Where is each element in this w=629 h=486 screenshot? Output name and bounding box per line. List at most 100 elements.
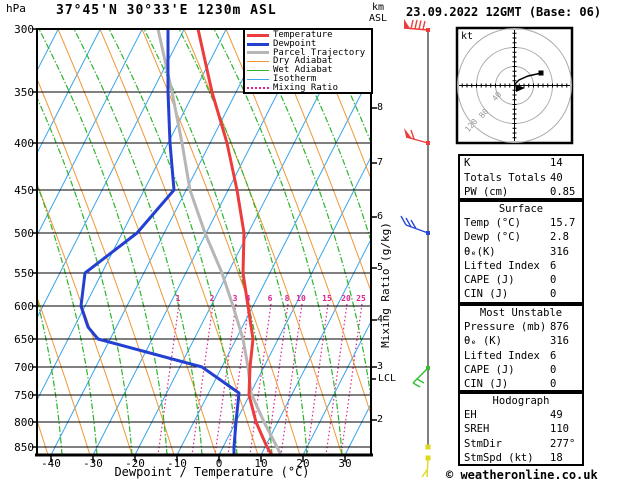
storm-motion-arrow — [515, 84, 525, 92]
table-row: CIN (J) 0 — [460, 377, 582, 391]
table-row: θₑ (K) 316 — [460, 334, 582, 348]
temperature-tick-label: 20 — [296, 457, 310, 470]
temperature-tick-label: -30 — [83, 457, 103, 470]
km-tick-label: 4 — [376, 314, 384, 325]
legend-row: Dewpoint — [247, 38, 371, 49]
row-label: Lifted Index — [464, 259, 540, 272]
legend-label: Temperature — [273, 30, 333, 40]
row-label: Temp (°C) — [464, 217, 521, 230]
surface-table: Surface Temp (°C) 15.7 Dewp (°C) 2.8 θₑ(K)… — [458, 200, 584, 304]
legend-row: Isotherm — [247, 75, 371, 84]
mixing-ratio-axis-caption: Mixing Ratio (g/kg) — [378, 222, 392, 348]
table-row: Temp (°C) 15.7 — [460, 216, 582, 230]
wind-barb-flag4 — [403, 19, 430, 32]
row-value: 18 — [550, 451, 563, 464]
pressure-tick-label: 700 — [14, 361, 34, 374]
row-label: EH — [464, 409, 477, 422]
row-label: SREH — [464, 423, 490, 436]
pressure-tick-label: 400 — [14, 137, 34, 150]
pressure-tick-label: 450 — [14, 184, 34, 197]
row-value: 0 — [550, 363, 557, 376]
temperature-tick-label: 10 — [254, 457, 268, 470]
pressure-tick-label: 500 — [14, 227, 34, 240]
dry-adiabat-swatch — [247, 61, 269, 63]
pressure-tick-label: 800 — [14, 416, 34, 429]
row-label: Dewp (°C) — [464, 231, 521, 244]
run-date-label: 23.09.2022 12GMT (Base: 06) — [406, 5, 602, 19]
hodograph-unit-label: kt — [461, 31, 474, 42]
row-value: 6 — [550, 349, 557, 362]
dewpoint-line — [79, 29, 241, 455]
row-value: 0.85 — [550, 186, 576, 199]
row-value: 15.7 — [550, 217, 576, 230]
row-label: CIN (J) — [464, 378, 509, 391]
pressure-tick-label: 650 — [14, 333, 34, 346]
mixing-ratio-value-label: 25 — [356, 294, 366, 303]
pressure-tick-label: 850 — [14, 441, 34, 454]
mixing-ratio-value-label: 4 — [245, 294, 251, 303]
mixing-ratio-value-label: 2 — [209, 294, 215, 303]
row-label: CIN (J) — [464, 288, 509, 301]
legend-row: Dry Adiabat — [247, 57, 371, 66]
table-row: EH 49 — [460, 408, 582, 422]
mixing-ratio-value-label: 10 — [296, 294, 306, 303]
row-value: 14 — [550, 157, 563, 169]
km-tick-label: 5 — [376, 262, 384, 273]
mixing-ratio-value-label: 15 — [322, 294, 332, 303]
temperature-tick-label: -40 — [41, 457, 61, 470]
copyright-label: © weatheronline.co.uk — [446, 468, 598, 482]
legend-label: Parcel Trajectory — [273, 47, 366, 58]
indices-table: K 14 Totals Totals 40 PW (cm) 0.85 — [458, 154, 584, 200]
altitude-unit-label-asl: ASL — [369, 13, 388, 24]
table-row: θₑ(K) 316 — [460, 245, 582, 259]
legend-label: Dry Adiabat — [273, 56, 333, 67]
legend-label: Isotherm — [273, 73, 317, 84]
temperature-line — [196, 29, 274, 455]
row-value: 0 — [550, 288, 557, 301]
wind-barb-check2 — [412, 366, 430, 388]
legend-label: Dewpoint — [273, 38, 317, 49]
pressure-tick-label: 350 — [14, 86, 34, 99]
row-label: CAPE (J) — [464, 274, 515, 287]
row-label: PW (cm) — [464, 186, 509, 199]
table-row: Pressure (mb) 876 — [460, 320, 582, 334]
temperature-line-swatch — [247, 33, 269, 37]
row-label: θₑ (K) — [464, 335, 502, 348]
row-value: 49 — [550, 409, 563, 422]
table-row: StmDir 277° — [460, 437, 582, 451]
most-unstable-table: Most Unstable Pressure (mb) 876 θₑ (K) 316… — [458, 304, 584, 392]
pressure-unit-label: hPa — [6, 2, 26, 15]
legend-row: Wet Adiabat — [247, 66, 371, 75]
legend-label: Mixing Ratio — [273, 82, 339, 93]
row-label: K — [464, 157, 471, 169]
wind-barb-calm2 — [421, 444, 431, 478]
hodograph-trace-marker — [538, 70, 544, 76]
legend-row: Temperature — [247, 31, 371, 40]
km-tick-label: 6 — [376, 211, 384, 222]
temperature-tick-label: -10 — [167, 457, 187, 470]
row-value: 316 — [550, 245, 569, 258]
skewt-background-lines — [37, 29, 371, 455]
hodograph-table: Hodograph EH 49 SREH 110 StmDir 277° StmSpd… — [458, 392, 584, 466]
wind-barb-flag1 — [404, 128, 430, 145]
row-value: 0 — [550, 274, 557, 287]
km-tick-label: 2 — [376, 414, 384, 425]
legend-box: Temperature Dewpoint Parcel Trajectory D… — [243, 28, 373, 94]
row-value: 277° — [550, 437, 576, 450]
km-tick-label: 3 — [376, 361, 384, 372]
row-label: Totals Totals — [464, 171, 547, 184]
table-row: CAPE (J) 0 — [460, 363, 582, 377]
row-label: StmDir — [464, 437, 502, 450]
legend-row: Mixing Ratio — [247, 82, 371, 93]
temperature-tick-label: -20 — [125, 457, 145, 470]
parcel-line-swatch — [247, 51, 269, 55]
wind-barb-barbs3 — [400, 215, 430, 235]
row-label: Lifted Index — [464, 349, 540, 362]
hodograph-trace — [514, 72, 542, 85]
table-row: CAPE (J) 0 — [460, 273, 582, 287]
table-title: Surface — [498, 203, 544, 215]
table-title: Hodograph — [492, 395, 550, 407]
altitude-unit-label-km: km — [372, 2, 385, 13]
row-label: StmSpd (kt) — [464, 451, 534, 464]
